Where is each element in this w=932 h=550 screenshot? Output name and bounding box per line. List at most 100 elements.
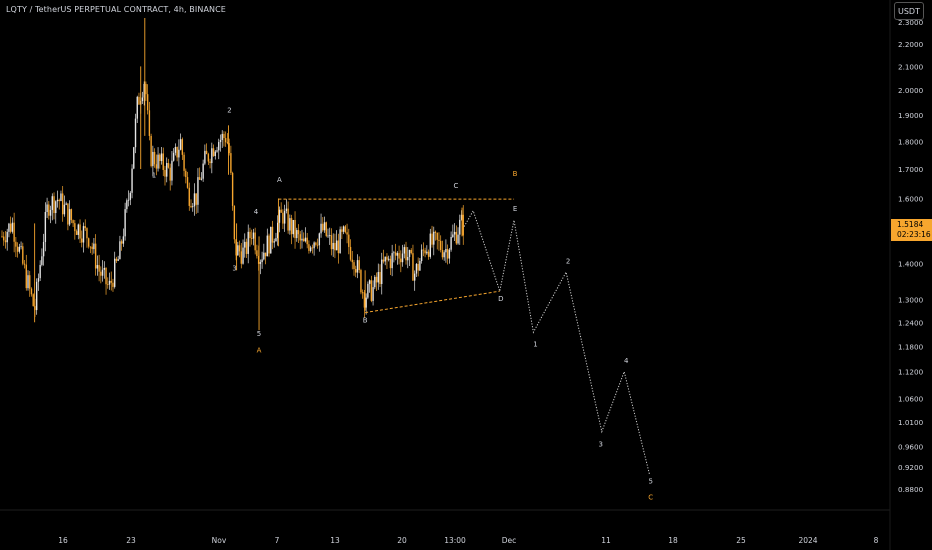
candle-body <box>413 273 416 281</box>
candle-body <box>431 233 433 245</box>
candle-body <box>205 150 208 155</box>
candle-body <box>462 214 464 236</box>
wave-label: B <box>513 170 518 178</box>
candle-body <box>315 242 317 245</box>
candle-body <box>440 240 442 251</box>
price-tick-label: 1.7000 <box>898 165 924 174</box>
currency-button[interactable]: USDT <box>894 2 924 20</box>
candle-body <box>242 247 244 264</box>
candle-body <box>410 250 412 254</box>
candle-body <box>325 222 327 236</box>
candle-body <box>407 257 409 261</box>
candle-body <box>96 265 99 269</box>
candle-body <box>448 249 451 259</box>
candle-body <box>367 283 369 298</box>
candle-body <box>167 163 170 168</box>
candle-body <box>63 204 66 215</box>
wave-label: 1 <box>152 172 156 180</box>
candle-body <box>401 253 404 263</box>
wave-label: E <box>513 205 517 213</box>
candle-body <box>157 154 159 169</box>
candle-body <box>372 287 374 301</box>
candle-body <box>379 272 381 284</box>
candle-body <box>261 259 263 263</box>
candle-body <box>450 237 452 250</box>
candle-body <box>98 265 100 272</box>
time-axis[interactable]: 16 23 Nov 7 13 20 13:00 Dec 11 18 25 2024 8 <box>58 536 878 545</box>
candle-body <box>153 151 156 165</box>
candle-body <box>304 237 307 242</box>
candle-body <box>250 238 253 239</box>
candle-body <box>160 153 163 162</box>
candle-body <box>32 294 34 307</box>
candle-body <box>134 118 137 148</box>
wave-label: D <box>498 295 503 303</box>
candle-body <box>219 139 222 143</box>
candle-body <box>457 234 459 244</box>
candle-body <box>224 138 227 143</box>
candle-body <box>419 260 421 271</box>
candle-body <box>211 148 213 164</box>
candle-body <box>51 196 53 210</box>
candle-body <box>223 133 225 139</box>
candle-body <box>214 151 216 157</box>
price-tick-label: 1.3000 <box>898 295 924 304</box>
candle-body <box>70 209 73 221</box>
candle-body <box>91 246 93 250</box>
price-tick-label: 1.1200 <box>898 368 924 377</box>
support-line[interactable] <box>365 290 500 314</box>
wave-label: 2 <box>227 106 231 114</box>
candle-body <box>289 218 291 231</box>
candle-body <box>433 231 435 245</box>
candle-body <box>283 210 286 224</box>
candle-body <box>105 267 107 285</box>
candle-body <box>48 204 50 216</box>
candle-body <box>240 251 242 264</box>
price-tick-label: 2.2000 <box>898 40 924 49</box>
candle-body <box>3 236 5 241</box>
candle-body <box>145 83 147 95</box>
candle-body <box>138 96 140 105</box>
candle-body <box>186 177 189 188</box>
price-axis[interactable]: 2.3000 2.2000 2.1000 2.0000 1.9000 1.8000 1.70… <box>898 18 924 494</box>
candle-body <box>86 228 88 239</box>
candle-body <box>384 256 386 262</box>
candle-body <box>273 241 275 243</box>
candle-body <box>394 252 397 256</box>
candle-body <box>179 139 182 150</box>
wave-label: 4 <box>254 208 259 216</box>
candle-body <box>275 238 277 242</box>
candle-body <box>386 256 388 260</box>
candle-body <box>188 187 190 206</box>
candle-body <box>341 229 343 232</box>
candle-body <box>181 139 184 155</box>
candle-body <box>453 231 456 235</box>
time-tick-label: 7 <box>275 536 280 545</box>
candle-body <box>441 250 444 258</box>
candle-body <box>120 241 123 244</box>
candle-body <box>237 245 239 256</box>
candle-body <box>443 252 445 258</box>
candle-body <box>365 297 367 308</box>
price-tick-label: 1.9000 <box>898 111 924 120</box>
candle-body <box>285 208 288 211</box>
candle-body <box>405 247 407 261</box>
candle-body <box>15 241 17 247</box>
candle-body <box>126 200 128 210</box>
candle-body <box>387 258 390 260</box>
wave-label: A <box>277 176 282 184</box>
candle-body <box>198 177 201 180</box>
candle-body <box>155 164 158 169</box>
candle-body <box>115 258 118 261</box>
candle-body <box>117 259 119 261</box>
candle-body <box>37 278 40 282</box>
candle-body <box>297 230 300 235</box>
candle-body <box>282 212 284 224</box>
candle-body <box>75 231 78 235</box>
candle-body <box>370 280 373 301</box>
price-tick-label: 1.2400 <box>898 318 924 327</box>
candle-body <box>107 284 109 286</box>
projection-path[interactable] <box>463 209 651 476</box>
candle-body <box>9 223 12 232</box>
